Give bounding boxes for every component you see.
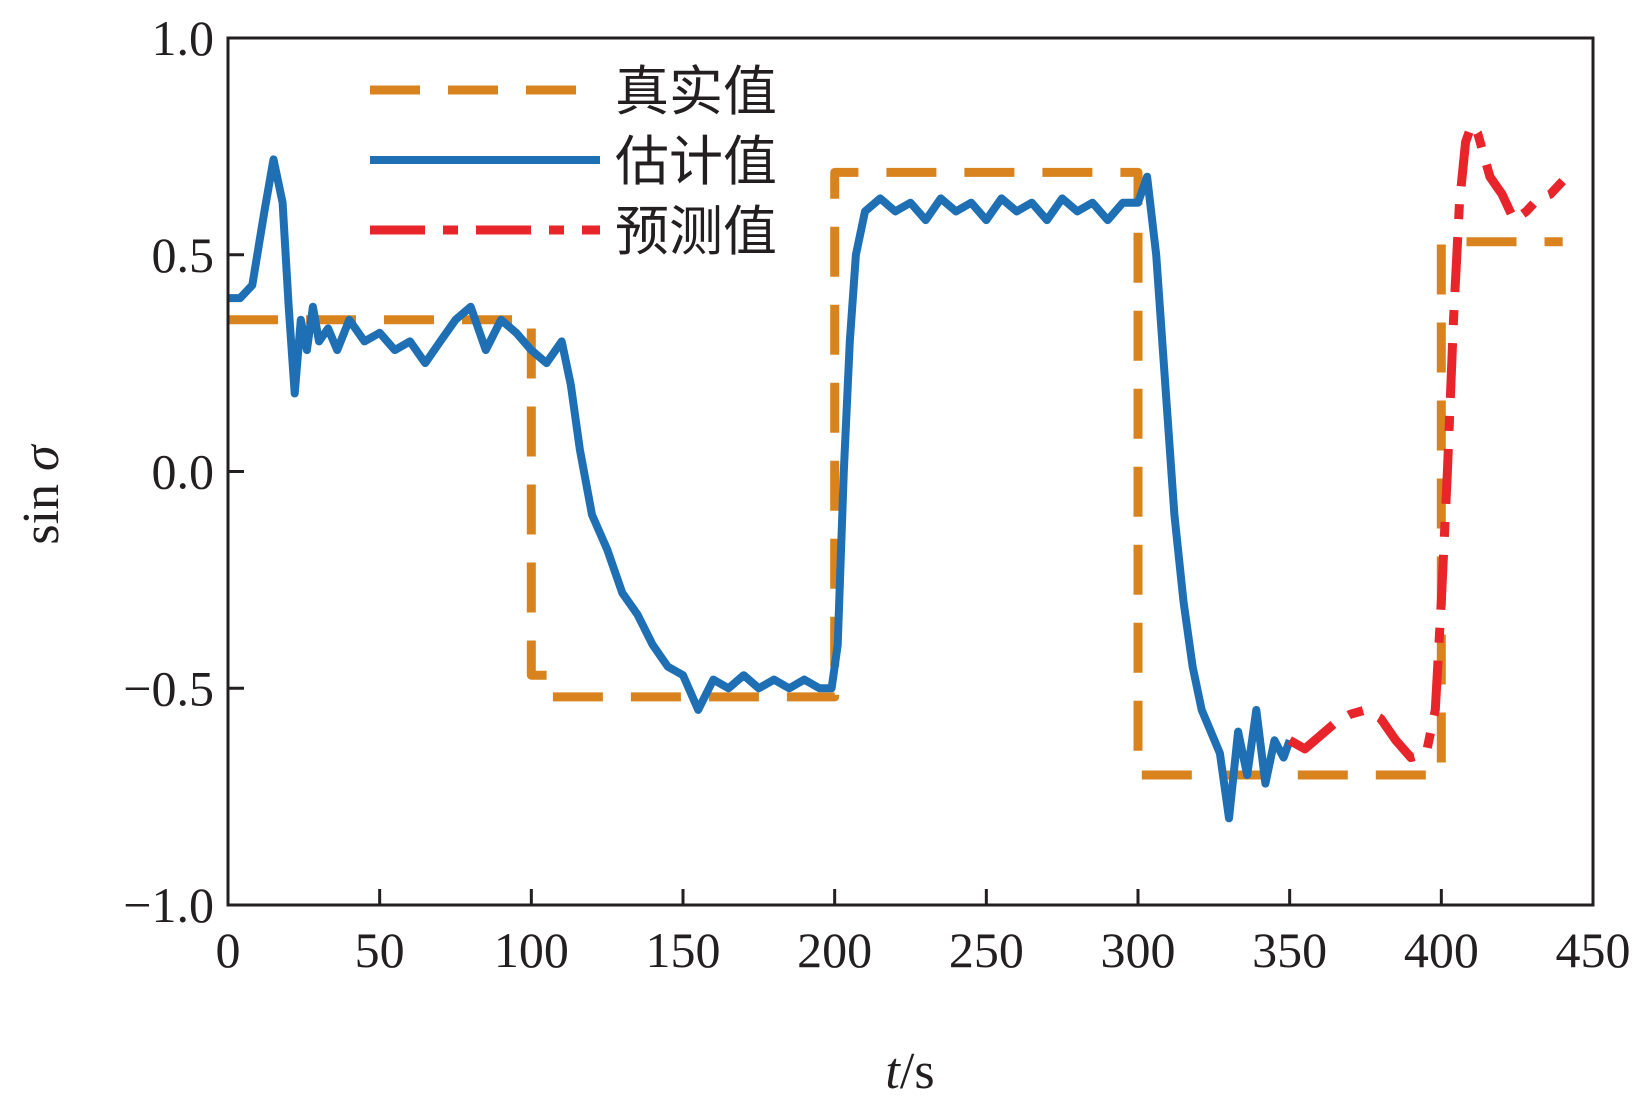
- x-tick-label-5: 250: [949, 922, 1024, 978]
- x-tick-label-4: 200: [797, 922, 872, 978]
- x-tick-label-7: 350: [1252, 922, 1327, 978]
- series-layer: [228, 120, 1566, 823]
- legend-label-estimate: 估计值: [615, 130, 777, 193]
- y-tick-label-4: 1.0: [152, 10, 215, 66]
- x-axis-label-unit: /s: [900, 1043, 935, 1100]
- x-tick-label-9: 450: [1556, 922, 1631, 978]
- legend-label-true: 真实值: [615, 60, 777, 123]
- legend-label-prediction: 预测值: [615, 200, 777, 263]
- estimate-line: [228, 155, 1294, 823]
- x-axis-label: t/s: [885, 1043, 934, 1100]
- x-axis-label-symbol: t: [885, 1043, 901, 1100]
- x-tick-label-0: 0: [216, 922, 241, 978]
- y-tick-label-2: 0.0: [152, 444, 215, 500]
- y-tick-label-0: −1.0: [123, 877, 214, 933]
- x-tick-label-6: 300: [1101, 922, 1176, 978]
- x-tick-label-8: 400: [1404, 922, 1479, 978]
- ticks-layer: 0 50 100 150 200 250 300 350 400 450 −1.0 −0.5 0.0 0.…: [123, 10, 1630, 978]
- y-tick-label-1: −0.5: [123, 660, 214, 716]
- true-value-line: [228, 167, 1563, 780]
- y-axis-label-symbol: σ: [13, 443, 70, 471]
- y-axis-label: sin σ: [13, 443, 70, 545]
- y-tick-label-3: 0.5: [152, 227, 215, 283]
- prediction-line: [1287, 120, 1566, 763]
- x-tick-label-1: 50: [355, 922, 405, 978]
- legend: 真实值 估计值 预测值: [370, 60, 777, 263]
- y-axis-label-prefix: sin: [13, 471, 70, 545]
- x-tick-label-3: 150: [646, 922, 721, 978]
- x-tick-label-2: 100: [494, 922, 569, 978]
